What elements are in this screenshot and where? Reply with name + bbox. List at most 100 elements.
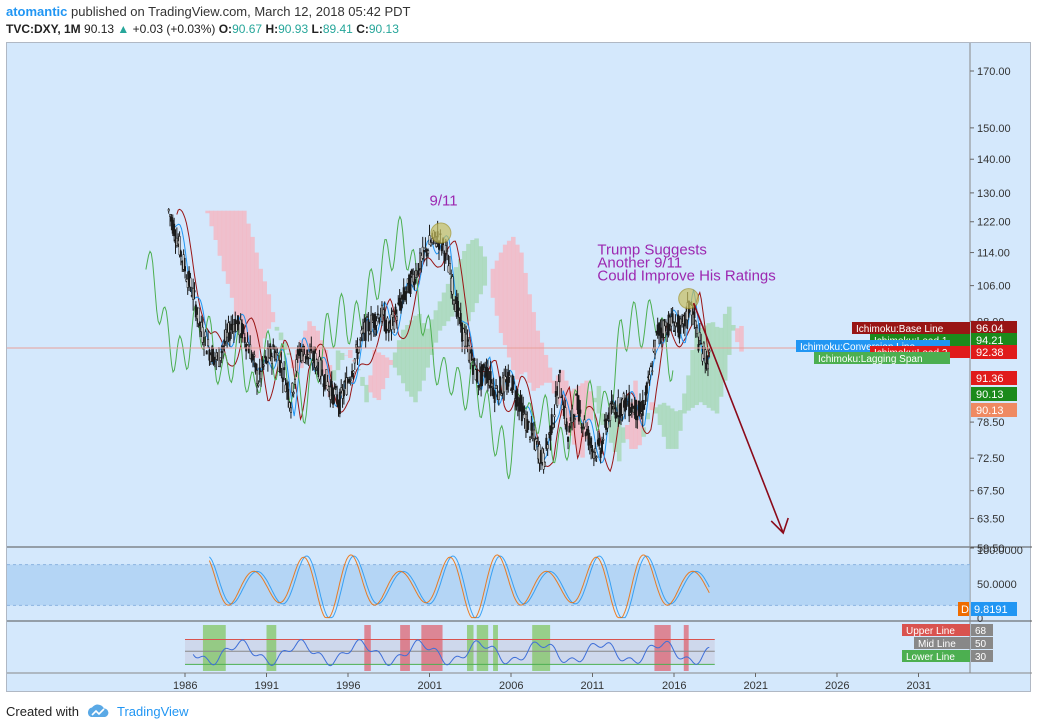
candle-body (219, 357, 222, 361)
cloud-segment (531, 312, 536, 391)
candle-body (364, 318, 367, 341)
rsi-highlight (266, 625, 277, 671)
cloud-segment (678, 410, 683, 431)
candle-body (405, 291, 408, 294)
candle-body (242, 324, 245, 333)
cloud-segment (339, 352, 345, 360)
chart-canvas[interactable]: 170.00 150.00 140.00 130.00 122.00 114.00 106.… (7, 43, 1032, 693)
annotation-trump-line1: Trump Suggests (597, 242, 707, 259)
candle-body (261, 359, 264, 369)
candle-body (634, 399, 637, 421)
published-text: published on TradingView.com, March 12, … (71, 4, 411, 19)
candle-body (262, 364, 265, 367)
candle-body (333, 388, 336, 396)
y-tick-label: 130.00 (977, 188, 1011, 200)
candle-body (207, 338, 210, 347)
candle-body (522, 406, 525, 413)
cloud-segment (278, 332, 284, 341)
candle-body (636, 415, 639, 421)
cloud-segment (519, 252, 524, 375)
cloud-segment (441, 292, 447, 326)
price-label-tag: Ichimoku:Base Line (852, 322, 970, 335)
candle-body (467, 345, 470, 361)
candle-body (294, 378, 297, 385)
cloud-segment (282, 342, 288, 350)
candle-body (518, 402, 521, 412)
rsi-band (185, 639, 715, 665)
cloud-segment (380, 354, 386, 390)
cloud-segment (400, 329, 406, 384)
candle-body (624, 398, 627, 412)
candle-body (614, 407, 617, 419)
x-tick-label: 2016 (662, 680, 686, 692)
candle-body (452, 300, 455, 305)
cloud-segment (502, 244, 508, 346)
cloud-segment (213, 210, 219, 240)
rsi-level-tag-label: Mid Line (918, 639, 956, 650)
cloud-segment (392, 352, 398, 368)
candle-body (387, 330, 390, 333)
candle-body (260, 371, 263, 380)
candle-body (446, 250, 449, 252)
x-tick-label: 2021 (744, 680, 768, 692)
candle-body (276, 352, 279, 355)
cloud-segment (250, 236, 255, 356)
y-tick-label: 140.00 (977, 154, 1011, 166)
price-value-bg (971, 387, 1017, 401)
candle-body (706, 363, 709, 370)
candle-body (471, 364, 474, 375)
candle-body (692, 314, 695, 325)
candle-body (251, 354, 254, 361)
stoch-value-bg (971, 602, 1017, 616)
chart-frame[interactable]: 170.00 150.00 140.00 130.00 122.00 114.00 106.… (6, 42, 1032, 693)
candle-body (390, 314, 393, 330)
cloud-segment (262, 281, 267, 339)
cloud-segment (413, 315, 418, 403)
cloud-segment (674, 411, 679, 449)
author-link[interactable]: atomantic (6, 4, 68, 19)
candle-body (558, 369, 561, 373)
price-label-tag-text: Ichimoku:Lagging Span (818, 354, 923, 365)
x-tick-label: 2006 (499, 680, 523, 692)
candle-body (184, 266, 187, 272)
candle-body (625, 395, 628, 402)
tradingview-link[interactable]: TradingView (116, 703, 189, 719)
y-tick-label: 150.00 (977, 123, 1011, 135)
candle-body (457, 301, 460, 316)
candle-body (319, 359, 322, 377)
cloud-segment (547, 367, 553, 383)
annotation-trump-line3: Could Improve His Ratings (597, 268, 775, 285)
candle-body (693, 311, 696, 319)
cloud-segment (535, 330, 541, 389)
candle-body (428, 235, 431, 245)
candle-body (275, 352, 278, 360)
candle-body (167, 209, 170, 212)
cloud-segment (539, 342, 545, 386)
candle-body (424, 247, 427, 249)
candle-body (285, 382, 288, 390)
candle-body (493, 391, 496, 403)
stoch-tick-label: 0 (977, 613, 983, 625)
cloud-segment (669, 408, 675, 449)
cloud-segment (445, 283, 451, 322)
candle-body (230, 323, 233, 331)
candle-body (325, 369, 328, 386)
cloud-segment (686, 375, 691, 411)
cloud-segment (523, 272, 528, 373)
candle-body (399, 301, 402, 311)
cloud-segment (433, 310, 439, 343)
candle-body (663, 325, 666, 338)
candle-body (340, 387, 343, 392)
cloud-segment (735, 328, 740, 343)
candle-body (444, 245, 447, 254)
candle-body (583, 419, 586, 428)
cloud-segment (698, 327, 704, 403)
candle-body (651, 370, 654, 373)
candle-body (182, 254, 185, 270)
rsi-value-bg (971, 637, 993, 649)
x-tick-label: 1996 (336, 680, 360, 692)
cloud-segment (490, 268, 496, 298)
candle-body (584, 432, 587, 437)
cloud-segment (621, 427, 626, 443)
rsi-highlight (400, 625, 410, 671)
